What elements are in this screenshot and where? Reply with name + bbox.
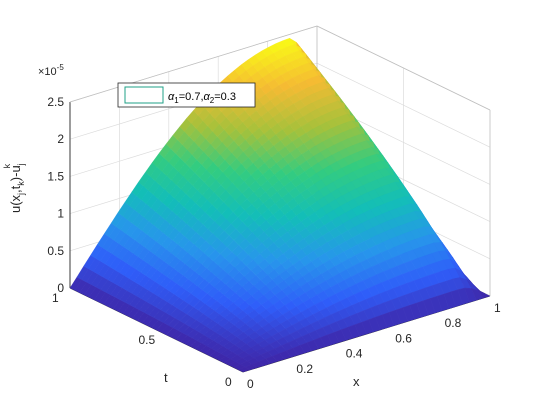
- z-tick-label: 1.5: [47, 169, 64, 183]
- t-axis-label: t: [164, 370, 168, 385]
- x-tick-label: 1: [494, 301, 501, 315]
- x-tick-label: 0.4: [346, 347, 363, 361]
- legend-swatch: [124, 86, 164, 104]
- axis-edge: [69, 25, 318, 103]
- x-tick-label: 0.6: [395, 331, 412, 345]
- grid-line: [316, 62, 491, 148]
- x-tick-label: 0: [247, 377, 254, 391]
- x-tick-label: 0.2: [296, 362, 313, 376]
- t-tick-label: 1: [52, 291, 59, 305]
- axis-edge: [316, 25, 491, 111]
- t-tick-label: 0.5: [139, 333, 156, 347]
- x-axis-label: x: [353, 374, 360, 389]
- z-exponent: ×10-5: [38, 63, 64, 78]
- z-tick-label: 1: [57, 207, 64, 221]
- z-tick-label: 0.5: [47, 244, 64, 258]
- z-tick-label: 0: [57, 281, 64, 295]
- z-tick-label: 2: [57, 132, 64, 146]
- z-axis-label: u(xj,tk)-ujk: [2, 163, 26, 213]
- surface-patch: [477, 290, 491, 299]
- legend-label: α1=0.7,α2=0.3: [168, 91, 236, 105]
- legend: α1=0.7,α2=0.3: [117, 82, 256, 108]
- x-tick-label: 0.8: [445, 316, 462, 330]
- t-tick-label: 0: [225, 375, 232, 389]
- z-tick-label: 2.5: [47, 95, 64, 109]
